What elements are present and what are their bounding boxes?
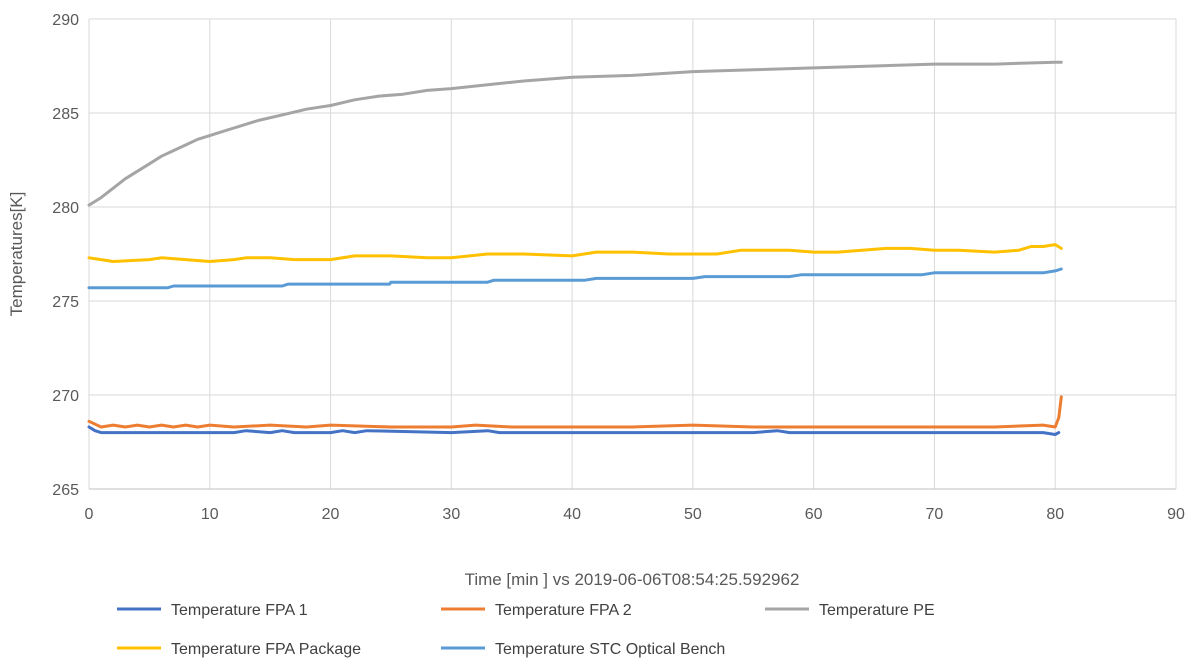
x-tick-label: 60 xyxy=(805,506,823,523)
legend-item: Temperature PE xyxy=(765,602,935,619)
axes xyxy=(88,19,1176,490)
legend-label: Temperature FPA 1 xyxy=(171,602,308,619)
series-line-temperature-fpa-2 xyxy=(87,395,1063,429)
series-lines xyxy=(87,60,1063,436)
legend: Temperature FPA 1 Temperature FPA 2 Temper… xyxy=(117,602,935,658)
tick-labels: 0 10 20 30 40 50 60 70 80 90 265 270 275 280 285 290 xyxy=(52,12,1185,523)
legend-label: Temperature STC Optical Bench xyxy=(495,641,725,658)
y-axis-title: Temperatures[K] xyxy=(7,192,26,317)
series-line-temperature-stc-optical-bench xyxy=(87,267,1063,290)
series-line-temperature-fpa-package xyxy=(87,243,1063,263)
legend-label: Temperature FPA Package xyxy=(171,641,361,658)
x-tick-label: 20 xyxy=(322,506,340,523)
legend-label: Temperature FPA 2 xyxy=(495,602,632,619)
x-tick-label: 10 xyxy=(201,506,219,523)
legend-label: Temperature PE xyxy=(819,602,935,619)
series-line-temperature-fpa-1 xyxy=(87,425,1061,436)
legend-item: Temperature STC Optical Bench xyxy=(441,641,725,658)
legend-item: Temperature FPA Package xyxy=(117,641,361,658)
x-tick-label: 30 xyxy=(442,506,460,523)
x-axis-title: Time [min ] vs 2019-06-06T08:54:25.59296… xyxy=(465,570,800,589)
y-tick-label: 290 xyxy=(52,12,79,29)
x-tick-label: 40 xyxy=(563,506,581,523)
legend-item: Temperature FPA 2 xyxy=(441,602,632,619)
y-tick-label: 265 xyxy=(52,482,79,499)
series-line-temperature-pe xyxy=(87,60,1063,207)
x-tick-label: 50 xyxy=(684,506,702,523)
gridlines xyxy=(88,18,1177,490)
legend-item: Temperature FPA 1 xyxy=(117,602,308,619)
x-tick-label: 80 xyxy=(1046,506,1064,523)
y-tick-label: 280 xyxy=(52,200,79,217)
x-tick-label: 90 xyxy=(1167,506,1185,523)
y-tick-label: 270 xyxy=(52,388,79,405)
x-tick-label: 70 xyxy=(926,506,944,523)
x-tick-label: 0 xyxy=(85,506,94,523)
y-tick-label: 285 xyxy=(52,106,79,123)
y-tick-label: 275 xyxy=(52,294,79,311)
